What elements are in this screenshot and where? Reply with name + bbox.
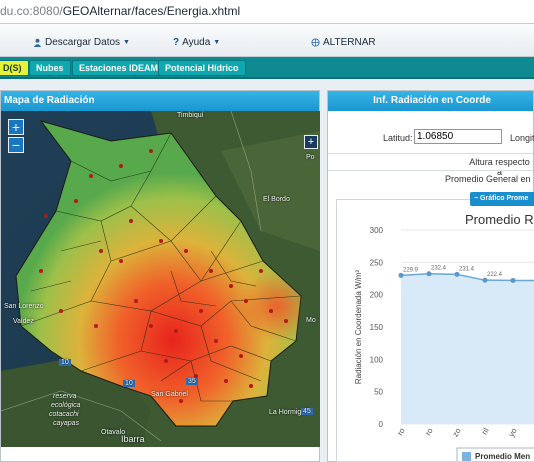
x-tick-label: ro [395,426,407,437]
data-point [510,277,516,283]
map-label-po: Po [306,154,315,161]
series-line [400,272,534,282]
data-label: 222.4 [487,272,503,278]
data-point [454,271,460,277]
user-icon [33,38,42,47]
data-point [398,272,404,278]
map-panel-header: Mapa de Radiación [1,91,319,111]
info-panel: Inf. Radiación en Coorde Latitud: Longit… [327,90,534,462]
y-tick-label: 200 [370,291,384,300]
info-panel-title: Inf. Radiación en Coorde [373,95,491,106]
altitude-label: Altura respecto a [469,157,530,177]
legend-swatch [462,452,471,461]
zoom-in-button[interactable]: + [8,119,24,135]
tab-estaciones-ideam[interactable]: Estaciones IDEAM [72,60,166,76]
map-label-san-lorenzo: San Lorenzo [4,303,44,310]
minus-icon: − [474,195,481,202]
help-label: Ayuda [182,37,211,48]
globe-icon [311,38,320,47]
data-label: 231.4 [459,266,475,272]
map-label-la-hormiga: La Hormiga [269,409,306,416]
menubar: Descargar Datos ▼ ? Ayuda ▼ ALTERNAR [0,24,534,57]
address-bar[interactable]: du.co:8080/GEOAlternar/faces/Energia.xht… [0,0,534,24]
map-label-mo: Mo [306,317,316,324]
divider [328,153,533,154]
layers-add-button[interactable]: + [304,135,318,149]
divider [328,170,533,171]
radiation-map[interactable]: + − + Timbiquí El Bordo San Lorenzo Vald… [1,111,320,447]
latitude-label: Latitud: [383,133,413,143]
x-tick-label: ro [423,426,435,437]
tab-potencial-hidrico[interactable]: Potencial Hídrico [158,60,246,76]
data-label: 232.4 [431,266,447,272]
map-label-timbiqui: Timbiquí [177,112,204,119]
chevron-down-icon: ▼ [123,39,130,46]
zoom-out-button[interactable]: − [8,137,24,153]
y-tick-label: 250 [370,258,384,267]
chart-toggle-label: Gráfico Prome [480,195,529,202]
map-label-san-gabriel: San Gabriel [151,391,188,398]
latitude-input[interactable] [414,129,502,144]
map-canvas [1,111,320,447]
map-label-reserva: reserva [53,393,77,400]
map-panel-title: Mapa de Radiación [4,95,95,106]
map-label-otavalo: Otavalo [101,429,126,436]
chart-title: Promedio R [465,212,534,227]
data-label: 229.9 [403,267,419,273]
road-shield-45: 45 [301,408,313,415]
y-tick-label: 150 [370,323,384,332]
map-label-ibarra: Ibarra [121,434,145,444]
average-radiation-chart: Promedio R 0 50 100 150 200 250 300 Radiación en… [354,212,534,461]
alternar-label: ALTERNAR [323,37,376,48]
x-tick-label: zo [451,426,463,438]
tab-radiacion[interactable]: D(S) [0,60,29,76]
x-tick-label: ril [480,426,491,436]
map-label-cotacachi: cotacachi [49,411,79,418]
download-menu[interactable]: Descargar Datos ▼ [33,37,130,48]
map-label-cayapas: cayapas [53,420,80,427]
legend-box [456,447,534,461]
road-shield-10: 10 [59,359,71,366]
data-point [426,271,432,277]
y-axis-label: Radiación en Coordenada W/m² [354,270,363,385]
map-label-el-bordo: El Bordo [263,196,290,203]
chart-container: Promedio R 0 50 100 150 200 250 300 Radiación en… [336,199,534,462]
url-host: du.co:8080/ [0,4,63,18]
y-tick-label: 100 [370,355,384,364]
tab-bar: D(S) Nubes Estaciones IDEAM Potencial Hí… [0,57,534,79]
map-label-ecologica: ecológica [51,402,81,409]
info-panel-header: Inf. Radiación en Coorde [328,91,533,111]
tab-nubes[interactable]: Nubes [29,60,71,76]
average-label: Promedio General en [445,174,531,184]
question-icon: ? [173,37,180,48]
longitude-label: Longitu [510,133,534,143]
road-shield-35: 35 [186,378,198,385]
y-tick-label: 50 [374,388,383,397]
road-shield-10b: 10 [123,380,135,387]
data-point [482,277,488,283]
chevron-down-icon: ▼ [213,39,221,46]
download-label: Descargar Datos [45,37,121,48]
map-label-valdez: Valdez [13,318,34,325]
legend-label: Promedio Men [475,452,530,461]
y-tick-label: 300 [370,226,384,235]
y-tick-label: 0 [379,420,384,429]
map-panel: Mapa de Radiación [0,90,320,462]
series-area [401,273,534,424]
chart-toggle-button[interactable]: − Gráfico Prome [470,192,534,206]
x-tick-label: yo [507,426,519,438]
alternar-menu[interactable]: ALTERNAR [311,37,376,48]
url-path: GEOAlternar/faces/Energia.xhtml [62,4,241,18]
help-menu[interactable]: ? Ayuda ▼ [173,37,220,48]
